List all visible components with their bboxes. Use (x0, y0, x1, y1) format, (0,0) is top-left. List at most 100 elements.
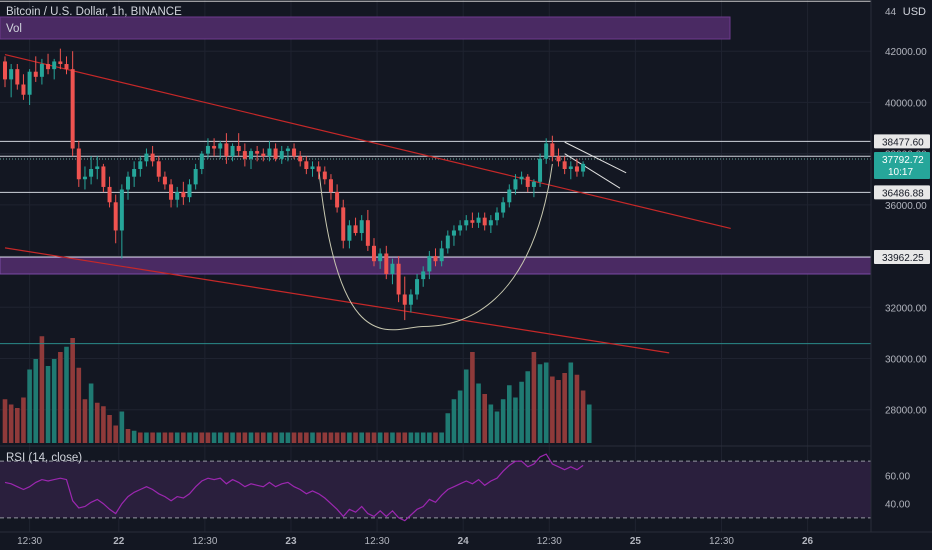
candle-body (144, 153, 149, 162)
volume-bar (543, 362, 549, 443)
volume-bar (427, 432, 432, 443)
candle-body (538, 158, 543, 182)
volume-bar (574, 374, 580, 443)
candle-body (328, 179, 333, 193)
volume-bar (15, 408, 20, 443)
rsi-axis-label: 60.00 (885, 471, 910, 482)
candle-body (390, 263, 395, 274)
volume-bar (64, 346, 69, 443)
channel-line (4, 53, 731, 229)
candle-body (224, 143, 229, 157)
candle-body (507, 189, 512, 203)
candle-body (58, 61, 63, 65)
volume-bar (297, 432, 303, 443)
volume-bar (377, 432, 383, 443)
candle-body (64, 64, 69, 70)
price-axis-label-partial: 44 (885, 7, 897, 18)
candle-body (199, 153, 204, 170)
candle-body (218, 143, 223, 149)
volume-bar (420, 432, 426, 443)
candle-body (119, 189, 124, 231)
price-axis-label: 28000.00 (885, 406, 927, 417)
candle-body (205, 145, 210, 154)
volume-bar (513, 397, 518, 443)
candle-body (39, 64, 44, 77)
volume-bar (408, 432, 414, 443)
volume-bar (334, 432, 340, 443)
volume-bar (39, 336, 45, 443)
volume-bar (168, 432, 174, 443)
volume-bar (205, 432, 211, 443)
volume-bar (70, 338, 75, 443)
volume-bar (76, 367, 82, 443)
candle-body (132, 169, 137, 177)
candle-body (513, 179, 518, 190)
candle-body (46, 64, 51, 70)
volume-bar (58, 352, 63, 443)
volume-bar (556, 380, 561, 443)
current-price-tag (874, 151, 930, 179)
candle-body (581, 163, 586, 172)
time-axis-label: 12:30 (537, 536, 562, 547)
volume-bar (384, 432, 389, 443)
time-axis-label: 24 (458, 536, 470, 547)
volume-bar (51, 359, 57, 443)
current-price-text: 37792.72 (882, 155, 924, 166)
time-axis-label: 12:30 (709, 536, 734, 547)
candle-body (101, 166, 106, 187)
candle-body (187, 184, 192, 198)
volume-bar (254, 432, 260, 443)
volume-bar (113, 425, 118, 443)
volume-bar (285, 432, 291, 443)
volume-bar (586, 404, 592, 443)
volume-bar (531, 352, 537, 443)
time-axis-label: 22 (113, 536, 125, 547)
volume-bar (107, 415, 112, 443)
candle-body (230, 145, 235, 157)
candle-body (427, 256, 432, 272)
volume-bar (211, 432, 217, 443)
symbol-title: Bitcoin / U.S. Dollar, 1h, BINANCE (6, 6, 182, 18)
candle-body (3, 61, 7, 80)
candle-body (169, 184, 174, 200)
candle-body (544, 143, 549, 159)
candle-body (365, 220, 370, 246)
volume-bar (101, 406, 106, 443)
candle-body (242, 151, 247, 159)
candle-body (433, 256, 438, 262)
cup-curve (318, 163, 553, 331)
candle-body (322, 171, 327, 180)
volume-bar (470, 352, 475, 443)
time-axis-label: 25 (630, 536, 642, 547)
candle-body (372, 245, 376, 262)
price-axis-label: 30000.00 (885, 354, 927, 365)
wedge-line (564, 153, 621, 189)
candle-body (33, 71, 38, 77)
volume-bar (94, 402, 100, 443)
candle-body (501, 202, 506, 213)
volume-bar (125, 429, 131, 443)
price-tag (874, 250, 930, 265)
volume-bar (507, 385, 512, 443)
volume-bar (236, 432, 241, 443)
volume-bar (21, 397, 26, 443)
candle-body (445, 235, 450, 249)
volume-bar (248, 432, 254, 443)
volume-bar (138, 432, 143, 443)
price-axis-label: 36000.00 (885, 201, 927, 212)
volume-bar (261, 432, 266, 443)
candle-body (113, 202, 118, 231)
volume-bar (519, 381, 524, 443)
candle-body (193, 169, 198, 185)
price-tag (874, 134, 930, 149)
candle-body (150, 153, 155, 162)
volume-bar (390, 432, 395, 443)
candle-body (285, 148, 290, 152)
candle-body (451, 230, 456, 236)
volume-bar (328, 432, 334, 443)
candle-body (488, 220, 493, 226)
volume-bar (187, 432, 192, 443)
candle-body (335, 192, 340, 208)
